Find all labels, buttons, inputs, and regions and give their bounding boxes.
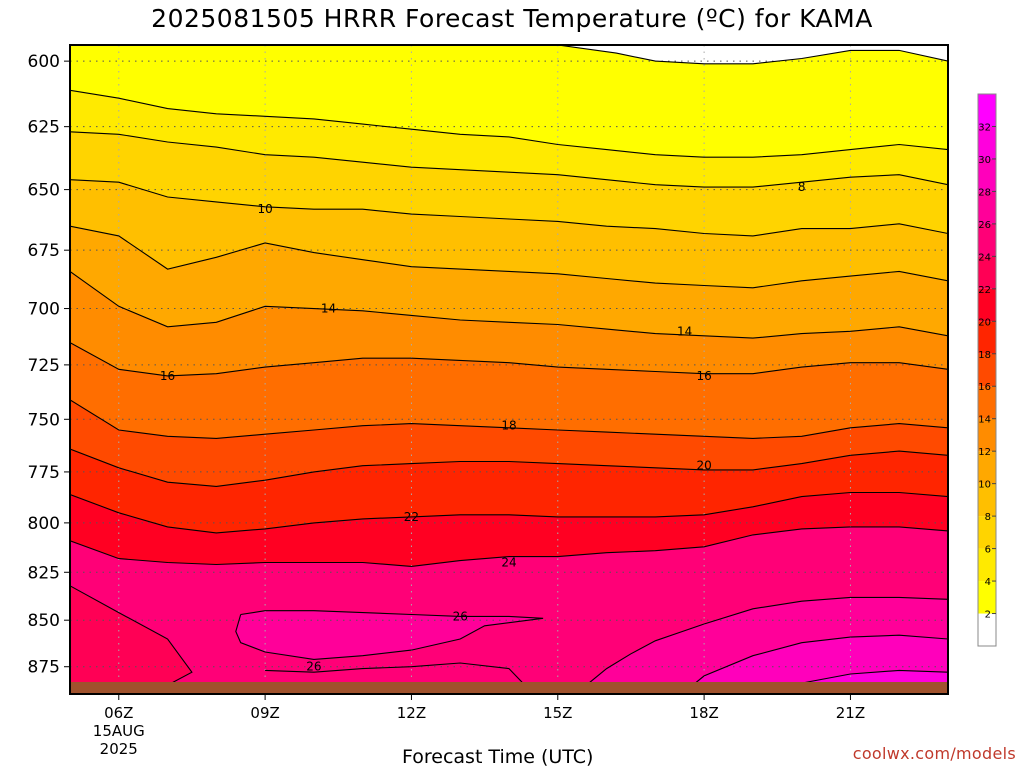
colorbar-tick-label-4: 4 xyxy=(985,577,991,588)
contour-label-26c-10: 26 xyxy=(453,609,468,623)
isotherm-6c-2 xyxy=(70,131,948,188)
contour-label-14c-3: 14 xyxy=(677,324,692,338)
colorbar-band-20-22 xyxy=(978,288,996,322)
isotherm-4c-1 xyxy=(70,89,948,158)
chart-title: 2025081505 HRRR Forecast Temperature (ºC… xyxy=(151,4,873,33)
x-tick-label-12Z: 12Z xyxy=(397,704,426,722)
isotherm-2c-0 xyxy=(123,45,948,65)
colorbar-tick-label-10: 10 xyxy=(978,480,991,491)
isotherm-layer xyxy=(70,45,948,694)
x-tick-label-21Z: 21Z xyxy=(836,704,865,722)
colorbar-band-30-32 xyxy=(978,126,996,159)
y-tick-label-725: 725 xyxy=(28,356,60,376)
isotherm-12c-5 xyxy=(70,270,948,339)
colorbar-tick-label-20: 20 xyxy=(978,317,991,328)
x-tick-label-09Z: 09Z xyxy=(250,704,279,722)
contour-label-22c-8: 22 xyxy=(404,510,419,524)
isotherm-26c-13 xyxy=(265,662,534,694)
colorbar-band-22-24 xyxy=(978,256,996,289)
colorbar-band-10-12 xyxy=(978,451,996,484)
isotherm-22c-10 xyxy=(70,526,948,567)
colorbar-tick-label-32: 32 xyxy=(978,122,991,133)
colorbar-tick-label-12: 12 xyxy=(978,447,991,458)
date-label-day: 15AUG xyxy=(93,722,145,740)
contour-label-26c-11: 26 xyxy=(306,660,321,674)
contour-label-14c-2: 14 xyxy=(321,302,336,316)
colorbar-band-32-34 xyxy=(978,94,996,127)
isotherm-18c-8 xyxy=(70,448,948,487)
colorbar-band-4-6 xyxy=(978,548,996,582)
contour-label-16c-4: 16 xyxy=(160,369,175,383)
colorbar-band-16-18 xyxy=(978,353,996,387)
grid-layer xyxy=(70,45,948,694)
y-tick-label-850: 850 xyxy=(28,611,60,631)
contour-label-8c-1: 8 xyxy=(798,180,806,194)
colorbar-tick-label-14: 14 xyxy=(978,415,991,426)
credit-link[interactable]: coolwx.com/models xyxy=(852,744,1016,763)
ground-surface xyxy=(70,682,948,694)
colorbar-tick-label-18: 18 xyxy=(978,350,991,361)
colorbar-band-14-16 xyxy=(978,386,996,419)
colorbar-band-0-2 xyxy=(978,613,996,646)
colorbar-band-24-26 xyxy=(978,223,996,257)
y-axis: 600 625 650 675 700 725 750 775 800 825 850 875 xyxy=(28,52,70,678)
y-tick-label-825: 825 xyxy=(28,563,60,583)
colorbar-tick-label-28: 28 xyxy=(978,187,991,198)
colorbar-tick-label-24: 24 xyxy=(978,252,991,263)
y-tick-label-800: 800 xyxy=(28,514,60,534)
isotherm-24c-14 xyxy=(561,596,948,694)
isotherm-14c-6 xyxy=(70,342,948,377)
colorbar-tick-label-22: 22 xyxy=(978,285,991,296)
contour-label-24c-9: 24 xyxy=(501,556,516,570)
plot-frame xyxy=(69,44,949,695)
contour-label-10c-0: 10 xyxy=(257,202,272,216)
colorbar-frame xyxy=(977,93,997,647)
colorbar-tick-label-26: 26 xyxy=(978,220,991,231)
isotherm-16c-7 xyxy=(70,399,948,439)
temperature-fill-layer xyxy=(70,45,948,694)
colorbar-band-28-30 xyxy=(978,158,996,192)
fill-pocket-26c xyxy=(235,610,544,660)
x-tick-label-18Z: 18Z xyxy=(689,704,718,722)
y-tick-label-750: 750 xyxy=(28,410,60,430)
colorbar-band-18-20 xyxy=(978,321,996,354)
y-tick-label-700: 700 xyxy=(28,300,60,320)
colorbar-tick-label-6: 6 xyxy=(985,545,991,556)
y-tick-label-775: 775 xyxy=(28,463,60,483)
x-axis-title: Forecast Time (UTC) xyxy=(402,746,594,768)
colorbar-tick-label-30: 30 xyxy=(978,155,991,166)
y-tick-label-600: 600 xyxy=(28,52,60,72)
colorbar-band-12-14 xyxy=(978,418,996,452)
colorbar-tick-label-2: 2 xyxy=(985,610,991,621)
y-tick-label-625: 625 xyxy=(28,118,60,138)
colorbar-band-26-28 xyxy=(978,191,996,224)
contour-label-layer: 10 8 14 14 16 16 18 20 22 24 26 26 xyxy=(160,180,806,674)
x-tick-label-06Z: 06Z xyxy=(104,704,133,722)
contour-label-18c-6: 18 xyxy=(501,419,516,433)
y-tick-label-875: 875 xyxy=(28,658,60,678)
colorbar-tick-label-16: 16 xyxy=(978,382,991,393)
y-tick-label-675: 675 xyxy=(28,241,60,261)
isotherm-8c-3 xyxy=(70,179,948,237)
isotherm-10c-4 xyxy=(70,225,948,289)
date-label-year: 2025 xyxy=(100,740,138,758)
y-tick-label-650: 650 xyxy=(28,181,60,201)
contour-label-16c-5: 16 xyxy=(696,369,711,383)
colorbar-band-6-8 xyxy=(978,516,996,549)
x-tick-label-15Z: 15Z xyxy=(543,704,572,722)
isotherm-26c-12 xyxy=(235,610,544,660)
colorbar-band-8-10 xyxy=(978,483,996,517)
fill-below-4c xyxy=(70,45,948,158)
contour-label-20c-7: 20 xyxy=(696,459,711,473)
colorbar-tick-label-8: 8 xyxy=(985,512,991,523)
fill-below-2c xyxy=(70,45,948,64)
isotherm-26c-15 xyxy=(681,634,948,694)
isotherm-20c-9 xyxy=(70,491,948,534)
colorbar-band-2-4 xyxy=(978,581,996,614)
